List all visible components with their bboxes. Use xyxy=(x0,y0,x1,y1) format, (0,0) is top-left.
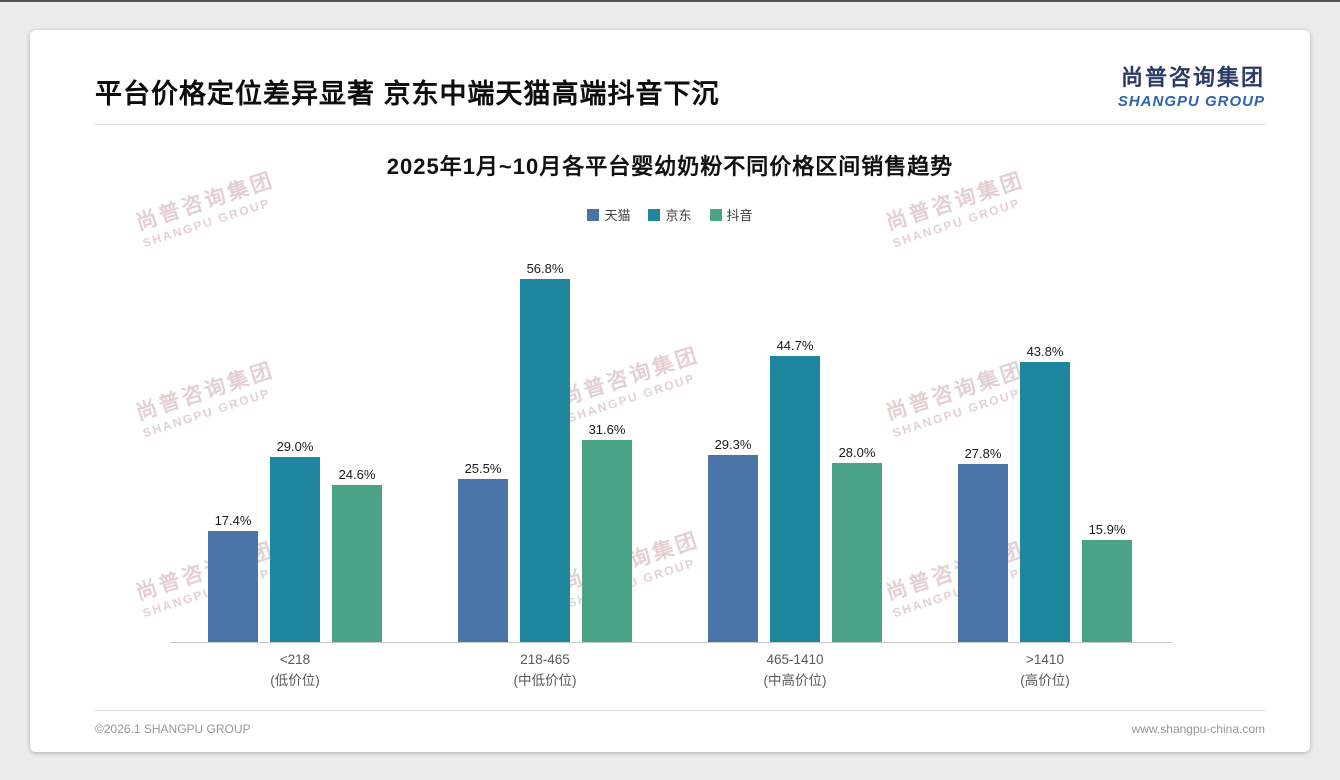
footer-website: www.shangpu-china.com xyxy=(1131,722,1265,736)
bar xyxy=(1082,540,1132,642)
bar-group: 17.4% 29.0% 24.6% xyxy=(170,230,420,642)
chart-legend: 天猫 京东 抖音 xyxy=(30,205,1310,224)
bar-value-label: 28.0% xyxy=(838,444,876,460)
bar-value-label: 24.6% xyxy=(338,466,376,482)
bar-value-label: 43.8% xyxy=(1026,343,1064,359)
bar xyxy=(832,462,882,642)
bar xyxy=(1020,361,1070,642)
bar-chart: 17.4% 29.0% 24.6% 25.5% 56.8% 31.6% 29.3% 44.7%… xyxy=(170,230,1172,692)
x-axis-labels: <218 (低价位) 218-465 (中低价位) 465-1410 (中高价位) >141… xyxy=(170,642,1170,692)
bar-value-label: 29.3% xyxy=(714,436,752,452)
x-axis-category-label: >1410 (高价位) xyxy=(1020,652,1070,688)
slide-footer: ©2026.1 SHANGPU GROUP www.shangpu-china.… xyxy=(95,710,1265,736)
legend-swatch xyxy=(648,208,661,221)
x-axis-category-label: 465-1410 (中高价位) xyxy=(763,652,827,688)
bar-value-label: 56.8% xyxy=(526,260,564,276)
bar-group: 29.3% 44.7% 28.0% xyxy=(670,230,920,642)
bar-value-label: 17.4% xyxy=(214,512,252,528)
legend-item: 抖音 xyxy=(709,205,753,224)
logo-text-cn: 尚普咨询集团 xyxy=(1120,65,1265,90)
bar xyxy=(958,464,1008,642)
legend-item: 京东 xyxy=(648,205,692,224)
company-logo: 尚普咨询集团 SHANGPU GROUP xyxy=(1118,60,1265,110)
bar xyxy=(458,478,508,642)
bar xyxy=(520,278,570,642)
bar-group: 25.5% 56.8% 31.6% xyxy=(420,230,670,642)
bar xyxy=(208,530,258,642)
header-divider xyxy=(95,124,1265,125)
chart-groups: 17.4% 29.0% 24.6% 25.5% 56.8% 31.6% 29.3% 44.7%… xyxy=(170,230,1170,642)
x-axis-category-label: 218-465 (中低价位) xyxy=(513,652,577,688)
legend-label: 抖音 xyxy=(726,208,753,223)
bar-value-label: 15.9% xyxy=(1088,522,1126,538)
legend-label: 天猫 xyxy=(604,208,631,223)
bar xyxy=(582,439,632,642)
bar xyxy=(708,454,758,642)
bar-value-label: 31.6% xyxy=(588,421,626,437)
bar-value-label: 27.8% xyxy=(964,446,1002,462)
bar xyxy=(332,484,382,642)
legend-item: 天猫 xyxy=(587,205,630,224)
bar xyxy=(770,356,820,642)
bar-value-label: 29.0% xyxy=(276,438,314,454)
footer-copyright: ©2026.1 SHANGPU GROUP xyxy=(95,722,251,736)
slide-header: 平台价格定位差异显著 京东中端天猫高端抖音下沉 尚普咨询集团 SHANGPU G… xyxy=(30,30,1310,125)
bar-value-label: 44.7% xyxy=(776,338,814,354)
bar-group: 27.8% 43.8% 15.9% xyxy=(920,230,1170,642)
chart-title: 2025年1月~10月各平台婴幼奶粉不同价格区间销售趋势 xyxy=(386,154,954,179)
legend-swatch xyxy=(709,208,722,221)
slide-title: 平台价格定位差异显著 京东中端天猫高端抖音下沉 xyxy=(95,79,720,109)
bar-value-label: 25.5% xyxy=(464,460,502,476)
x-axis-line xyxy=(170,642,1172,643)
x-axis-category-label: <218 (低价位) xyxy=(270,652,320,688)
logo-text-en: SHANGPU GROUP xyxy=(1117,93,1265,110)
legend-label: 京东 xyxy=(665,208,692,223)
legend-swatch xyxy=(587,208,600,221)
bar xyxy=(270,456,320,642)
slide-card: 尚普咨询集团 SHANGPU GROUP 尚普咨询集团 SHANGPU GROUP 尚普… xyxy=(30,30,1310,752)
